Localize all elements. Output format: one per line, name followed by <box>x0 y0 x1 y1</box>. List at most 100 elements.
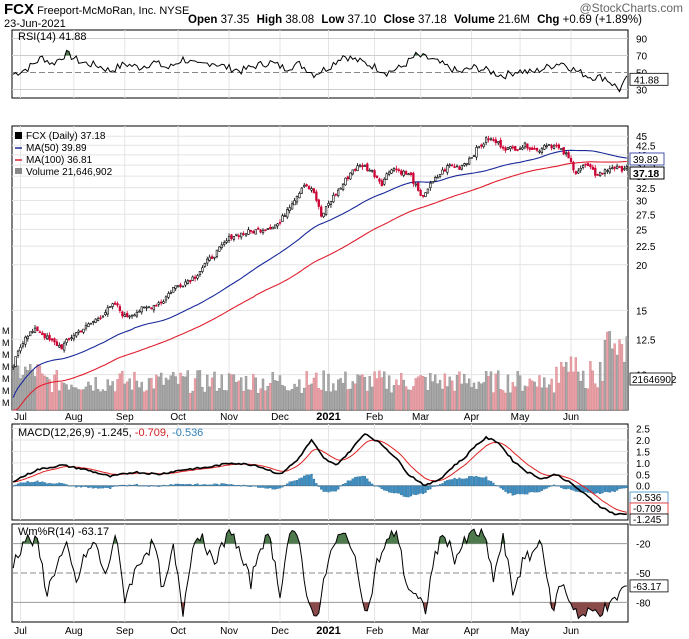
volume-bar <box>606 331 609 411</box>
volume-bar <box>395 379 398 411</box>
macd-histogram-bar <box>162 484 165 486</box>
macd-end-label: -0.709 <box>633 504 662 515</box>
volume-bar <box>89 385 92 411</box>
candle-body <box>201 267 204 272</box>
candle-body <box>356 165 359 171</box>
candle-body <box>19 346 22 352</box>
macd-histogram-bar <box>487 480 490 486</box>
macd-histogram-bar <box>424 485 427 493</box>
macd-histogram-bar <box>523 485 527 495</box>
macd-histogram-bar <box>21 482 25 486</box>
volume-bar <box>421 376 425 411</box>
macd-histogram-bar <box>118 485 122 486</box>
candle-body <box>611 167 614 170</box>
candle-body <box>12 365 15 368</box>
candle-body <box>147 306 151 309</box>
volume-bar <box>186 370 189 411</box>
macd-histogram-bar <box>210 484 214 486</box>
macd-histogram-bar <box>232 484 236 486</box>
macd-histogram-bar <box>390 485 393 493</box>
macd-histogram-bar <box>431 485 434 487</box>
candle-body <box>349 172 352 180</box>
price-tick-label: 45 <box>636 132 648 143</box>
macd-histogram-bar <box>223 483 226 486</box>
x-axis-label-bottom: Jul <box>14 626 27 637</box>
candle-body <box>560 148 563 150</box>
macd-histogram-bar <box>552 484 556 486</box>
candle-body <box>531 147 534 150</box>
macd-histogram-bar <box>392 485 396 494</box>
macd-histogram-bar <box>259 485 262 488</box>
volume-bar <box>225 390 228 411</box>
candle-body <box>586 163 590 167</box>
macd-histogram-bar <box>50 483 54 486</box>
macd-histogram-bar <box>16 483 20 486</box>
volume-tick-label: M <box>2 386 10 396</box>
volume-bar <box>169 375 173 411</box>
candle-body <box>89 322 92 325</box>
volume-bar <box>504 392 507 411</box>
candle-body <box>465 162 468 165</box>
volume-bar <box>560 362 563 411</box>
volume-bar <box>237 380 240 411</box>
macd-histogram-bar <box>133 484 136 486</box>
candle-body <box>358 164 362 167</box>
volume-bar <box>72 387 76 411</box>
candle-body <box>368 169 371 172</box>
volume-bar <box>111 381 114 411</box>
volume-bar <box>45 377 49 411</box>
volume-bar <box>443 373 447 411</box>
candle-body <box>181 285 185 288</box>
macd-histogram-bar <box>82 485 85 487</box>
volume-bar <box>126 381 129 411</box>
volume-bar <box>174 376 177 411</box>
volume-bar <box>208 386 211 411</box>
candle-body <box>55 341 59 346</box>
candle-body <box>259 229 262 233</box>
macd-histogram-bar <box>511 485 514 496</box>
candle-body <box>31 331 34 333</box>
volume-bar <box>531 380 534 411</box>
macd-histogram-bar <box>283 485 286 486</box>
volume-bar <box>548 384 551 411</box>
candle-body <box>581 164 585 168</box>
candle-body <box>162 301 165 304</box>
candle-body <box>145 306 148 309</box>
candle-body <box>589 164 592 168</box>
candle-body <box>523 142 527 148</box>
macd-histogram-bar <box>417 485 420 495</box>
volume-bar <box>55 370 59 411</box>
macd-histogram-bar <box>475 475 478 486</box>
candle-body <box>206 258 209 264</box>
candle-body <box>65 338 68 343</box>
macd-histogram-bar <box>150 485 153 487</box>
candle-body <box>363 165 367 167</box>
price-legend-swatch <box>15 132 22 139</box>
volume-bar <box>193 378 197 411</box>
volume-bar <box>138 387 141 411</box>
volume-bar <box>378 370 381 411</box>
candle-body <box>569 158 573 163</box>
candle-body <box>288 207 291 211</box>
macd-histogram-bar <box>620 485 624 489</box>
volume-bar <box>50 392 54 411</box>
volume-bar <box>603 340 607 411</box>
macd-histogram-bar <box>351 478 354 486</box>
macd-histogram-bar <box>67 485 71 487</box>
macd-hist-value: -0.536 <box>172 427 203 439</box>
volume-bar <box>128 378 131 411</box>
candle-body <box>494 139 497 143</box>
macd-histogram-bar <box>378 485 381 488</box>
candle-body <box>550 145 553 149</box>
candle-body <box>261 229 265 234</box>
volume-bar <box>596 387 599 411</box>
macd-histogram-bar <box>167 485 170 487</box>
macd-histogram-bar <box>160 485 163 487</box>
volume-bar <box>472 382 476 411</box>
candle-body <box>514 146 517 151</box>
candle-body <box>373 170 376 178</box>
volume-bar <box>511 382 514 411</box>
macd-tick-label: 1.5 <box>636 447 650 458</box>
candle-body <box>70 337 73 339</box>
